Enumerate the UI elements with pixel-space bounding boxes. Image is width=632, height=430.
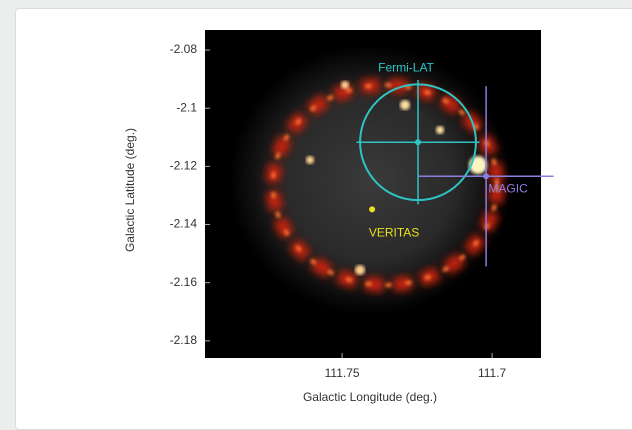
x-tick-label: 111.75 [325,366,360,380]
y-tick-label: -2.08 [170,42,198,56]
chart: Galactic Longitude (deg.) Galactic Latit… [123,30,554,404]
y-tick-label: -2.18 [170,333,198,347]
x-axis-label: Galactic Longitude (deg.) [303,390,437,404]
source-position [369,206,376,213]
x-tick-label: 111.7 [478,366,507,380]
source-position [483,173,490,180]
page: {"chart_data": {"type": "image", "xlabel… [15,8,632,430]
y-tick-label: -2.16 [170,275,198,289]
source-position [415,139,421,146]
y-tick-label: -2.12 [170,159,198,173]
y-axis-label: Galactic Latitude (deg.) [123,128,137,252]
source-label: MAGIC [488,181,528,195]
source-label: Fermi-LAT [378,61,434,75]
y-tick-label: -2.1 [176,100,197,114]
y-tick-label: -2.14 [170,217,198,231]
sky-image [230,45,510,315]
source-label: VERITAS [369,226,419,240]
